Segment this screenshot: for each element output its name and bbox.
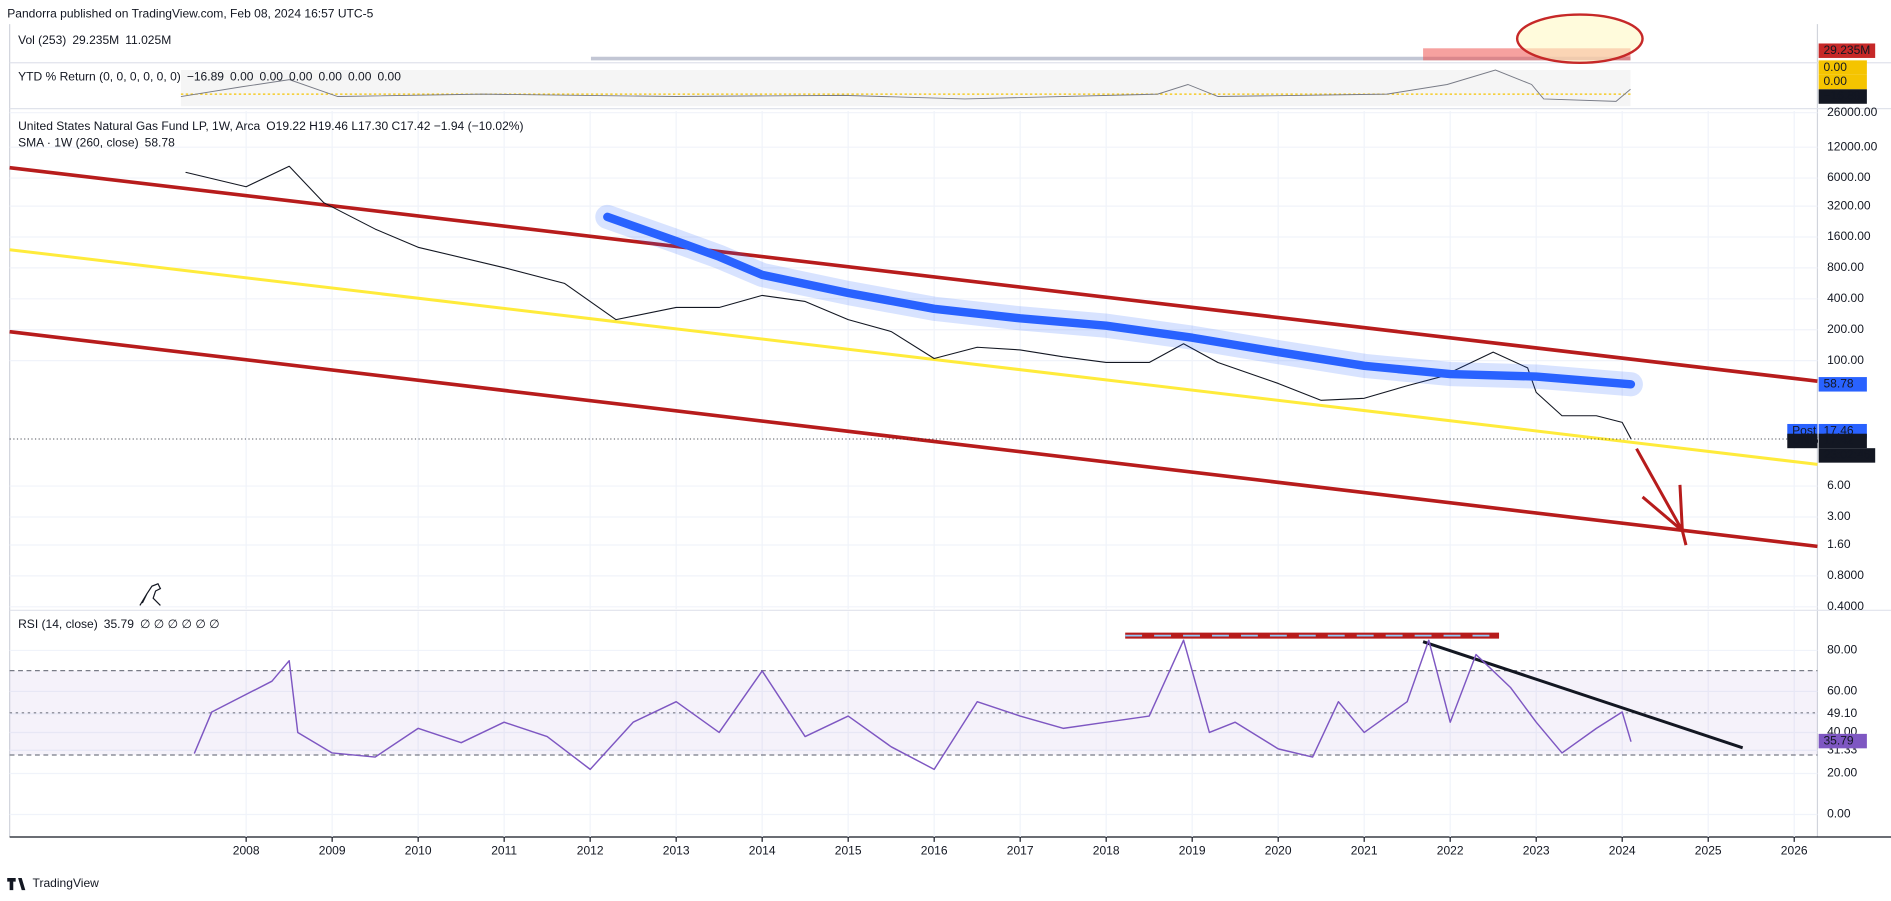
ytd-legend-value: 0.00 (377, 69, 401, 83)
volume-highlight (1515, 13, 1644, 64)
y-tick-label: 0.4000 (1827, 599, 1864, 613)
ytd-legend-value: −16.89 (187, 69, 224, 83)
channel-middle (9, 248, 1818, 466)
rsi-trendline (1422, 640, 1744, 750)
marker-name-bg (1787, 433, 1818, 449)
y-tick-label: 800.00 (1827, 260, 1864, 274)
x-tick-label: 2021 (1351, 844, 1378, 858)
x-tick-label: 2024 (1609, 844, 1636, 858)
ytd-axis-tag-bg (1818, 74, 1867, 90)
vol-legend-value: 11.025M (125, 33, 171, 47)
y-tick-label: 20.00 (1827, 766, 1857, 780)
y-tick-label: 6000.00 (1827, 170, 1871, 184)
ytd-axis-tag: 0.00 (1823, 74, 1847, 88)
vol-axis-tag-bg (1818, 43, 1876, 58)
x-tick-label: 2022 (1437, 844, 1464, 858)
vol-legend-name: Vol (253) (18, 33, 66, 47)
marker-value: 17.42 (1823, 433, 1853, 447)
y-tick-label: 3200.00 (1827, 198, 1871, 212)
ytd-axis-tag: −16.89 (1823, 89, 1860, 103)
ytd-line (180, 69, 1631, 102)
rsi-legend-inputs: ∅ ∅ ∅ ∅ ∅ ∅ (140, 617, 220, 631)
y-tick-label: 12000.00 (1827, 139, 1878, 153)
ytd-axis-tag: 0.00 (1823, 60, 1847, 74)
x-tick-label: 2010 (405, 844, 432, 858)
y-tick-label: 49.10 (1827, 706, 1857, 720)
x-tick-label: 2016 (921, 844, 948, 858)
vol-axis-tag: 29.235M (1823, 43, 1870, 57)
sma-legend-name: SMA · 1W (260, close) (18, 136, 139, 150)
y-tick-label: 1600.00 (1827, 229, 1871, 243)
arrow (1635, 447, 1688, 546)
rsi-legend-name: RSI (14, close) (18, 617, 98, 631)
ohlc: O19.22 H19.46 L17.30 C17.42 −1.94 (−10.0… (266, 119, 523, 133)
y-tick-label: 6.00 (1827, 478, 1851, 492)
x-tick-label: 2012 (577, 844, 604, 858)
y-tick-label: 100.00 (1827, 353, 1864, 367)
y-tick-label: 400.00 (1827, 291, 1864, 305)
y-tick-label: 60.00 (1827, 684, 1857, 698)
x-tick-label: 2013 (663, 844, 690, 858)
x-tick-label: 2008 (233, 844, 260, 858)
rsi-axis-tag: 35.79 (1823, 733, 1853, 747)
x-tick-label: 2009 (319, 844, 346, 858)
x-tick-label: 2011 (491, 844, 517, 858)
volume-bars (590, 56, 1631, 61)
series-line (193, 639, 1632, 771)
sma-legend-value: 58.78 (145, 136, 175, 150)
marker-value-bg (1818, 433, 1867, 449)
x-tick-label: 2020 (1265, 844, 1292, 858)
x-tick-label: 2018 (1093, 844, 1120, 858)
series-line (603, 212, 1636, 389)
ytd-band (180, 70, 1631, 107)
ytd-axis-tag-bg (1818, 89, 1867, 104)
x-tick-label: 2026 (1781, 844, 1808, 858)
x-tick-label: 2019 (1179, 844, 1206, 858)
x-tick-label: 2023 (1523, 844, 1550, 858)
series-line (185, 165, 1632, 440)
rsi-axis-tag-bg (1818, 733, 1867, 749)
y-tick-label: 200.00 (1827, 322, 1864, 336)
ytd-legend-name: YTD % Return (0, 0, 0, 0, 0, 0) (18, 69, 181, 83)
y-tick-label: 80.00 (1827, 643, 1857, 657)
ytd-legend-value: 0.00 (230, 69, 254, 83)
x-tick-label: 2017 (1007, 844, 1034, 858)
x-tick-label: 2025 (1695, 844, 1722, 858)
footer: TradingView (33, 876, 100, 890)
header: Pandorra published on TradingView.com, F… (7, 7, 373, 21)
dino-icon (139, 582, 162, 606)
ytd-legend-value: 0.00 (289, 69, 313, 83)
marker-countdown: 23:02:46 (1823, 448, 1870, 462)
y-tick-label: 3.00 (1827, 509, 1851, 523)
y-tick-label: 0.8000 (1827, 568, 1864, 582)
sma-axis-tag-bg (1818, 377, 1867, 392)
ytd-legend-value: 0.00 (348, 69, 372, 83)
y-tick-label: 1.60 (1827, 537, 1851, 551)
rsi-legend-value: 35.79 (104, 617, 134, 631)
channel-lower (9, 329, 1818, 549)
y-tick-label: 0.00 (1827, 807, 1851, 821)
ytd-legend-value: 0.00 (260, 69, 284, 83)
ytd-axis-tag-bg (1818, 60, 1867, 75)
marker-countdown-bg (1818, 448, 1876, 463)
sma-axis-tag: 58.78 (1823, 377, 1853, 391)
marker-name: UNG (1792, 433, 1819, 447)
symbol-title: United States Natural Gas Fund LP, 1W, A… (18, 119, 260, 133)
x-tick-label: 2014 (749, 844, 776, 858)
vol-legend-value: 29.235M (72, 33, 119, 47)
y-tick-label: 26000.00 (1827, 105, 1878, 119)
x-tick-label: 2015 (835, 844, 862, 858)
channel-upper (9, 165, 1818, 383)
ytd-legend-value: 0.00 (318, 69, 342, 83)
